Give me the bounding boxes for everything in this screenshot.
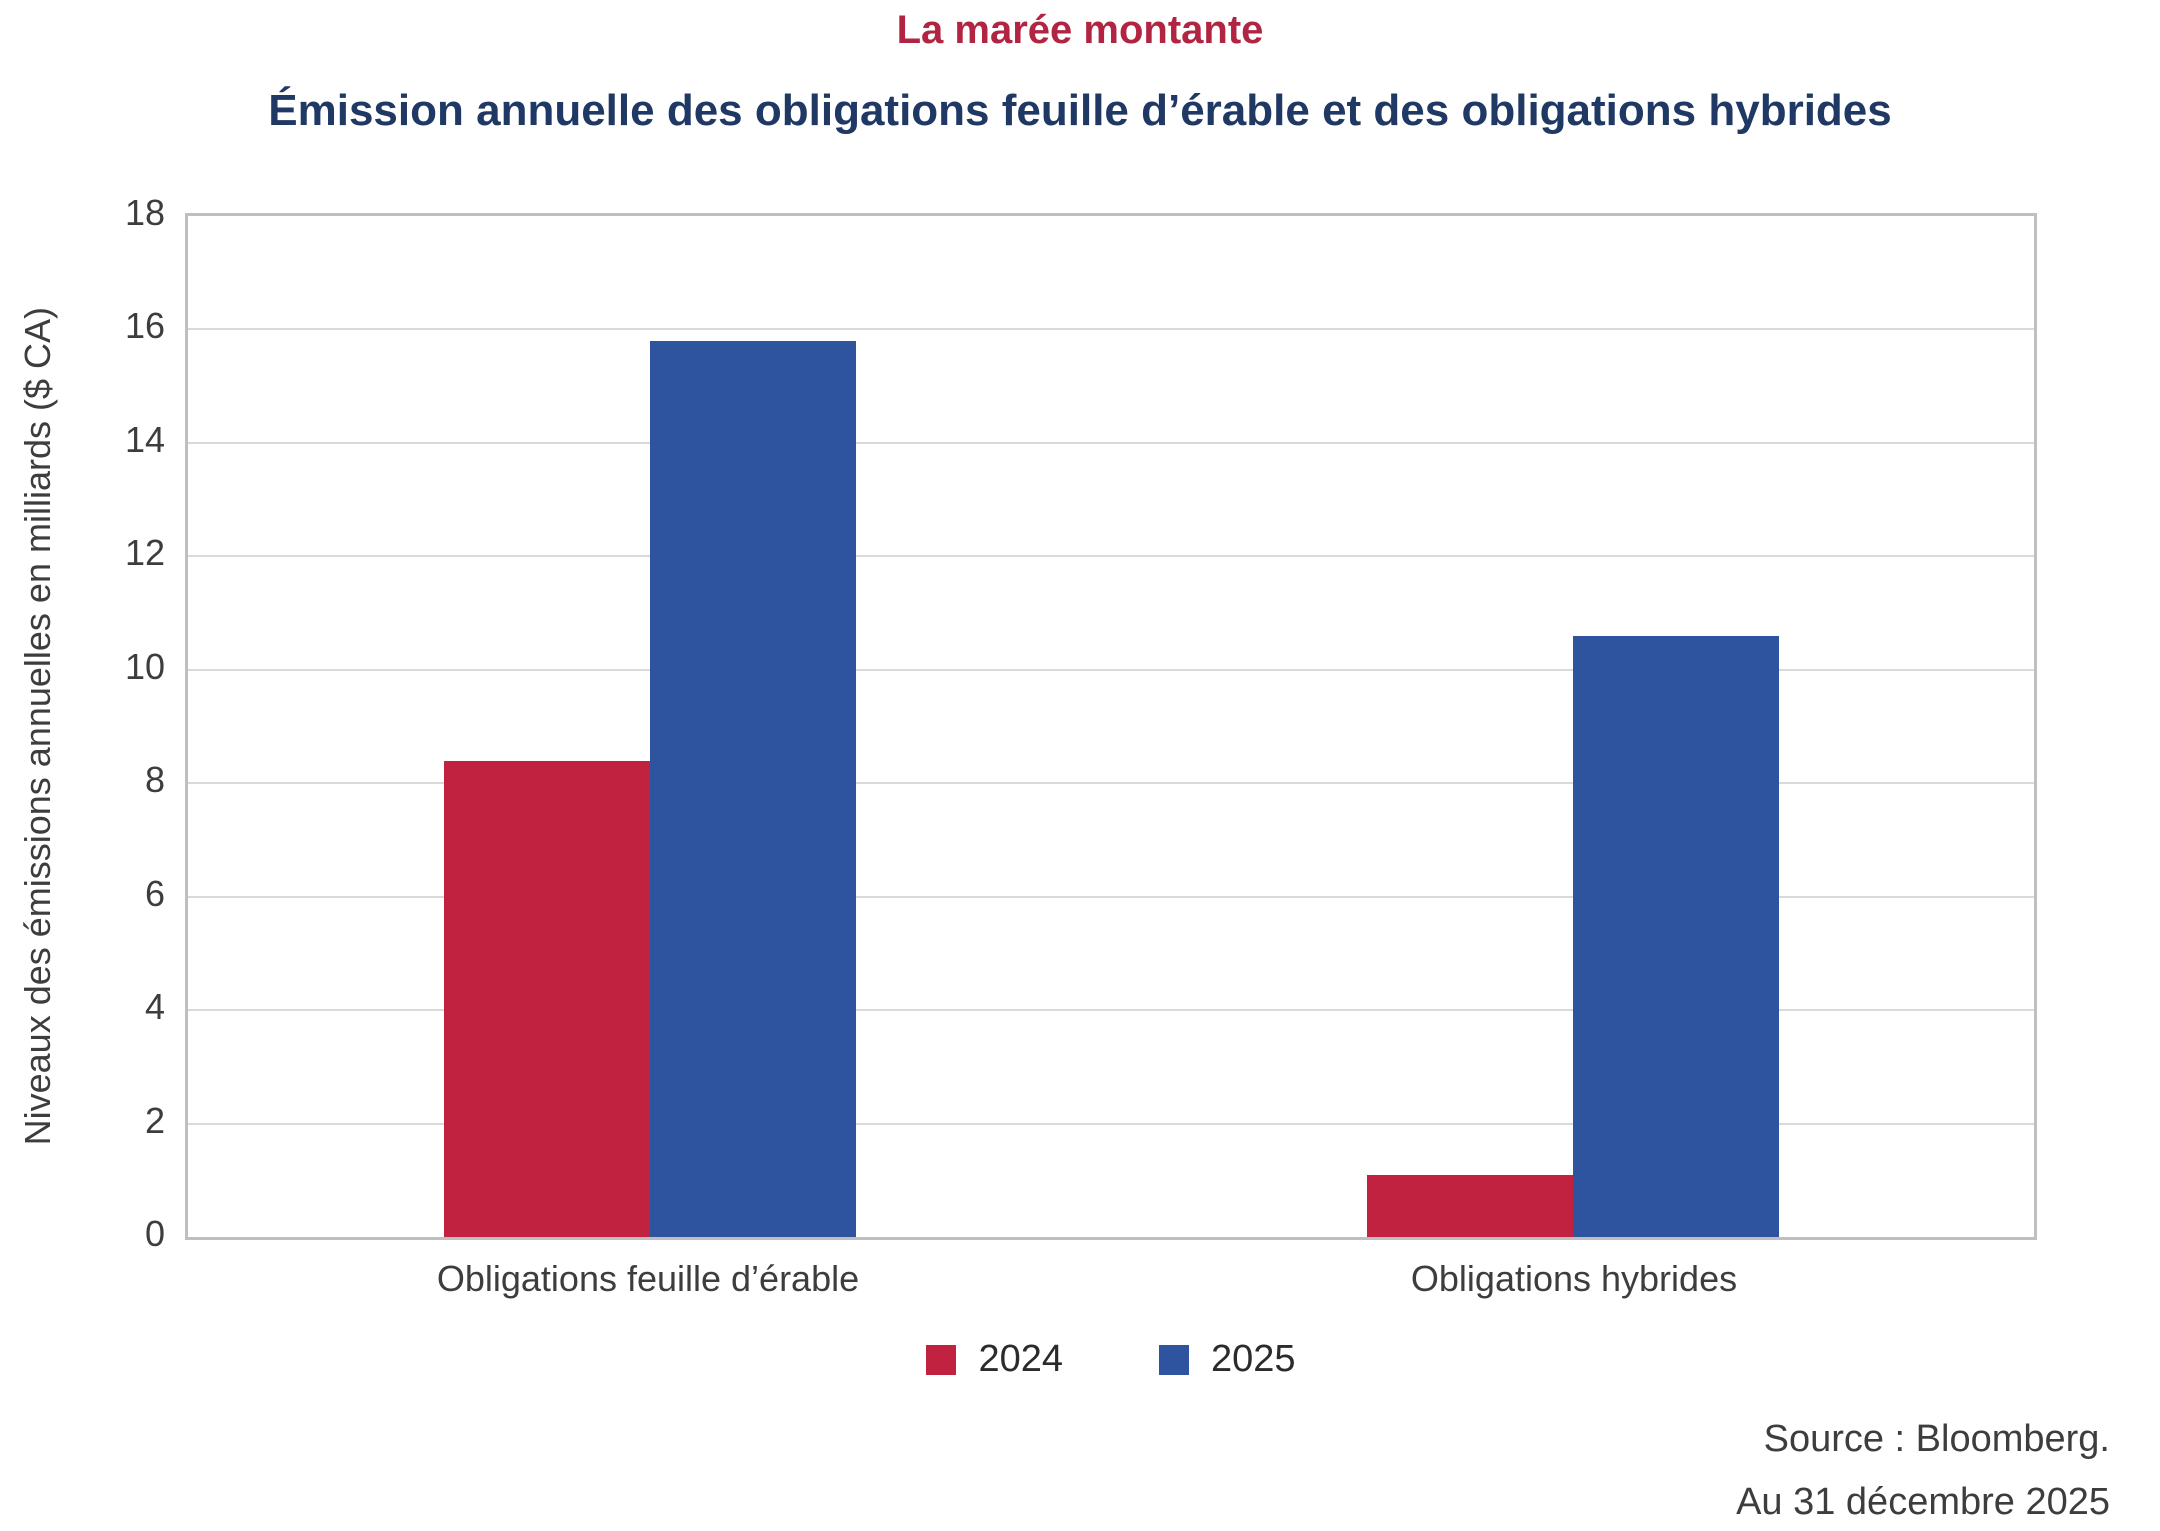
bar-group xyxy=(1111,635,2034,1237)
gridline xyxy=(188,555,2034,558)
bar-2024-2 xyxy=(1366,1174,1573,1237)
bar-2025-1 xyxy=(649,340,856,1237)
legend-item-2024: 2024 xyxy=(926,1338,1063,1381)
legend: 2024 2025 xyxy=(185,1338,2037,1381)
gridline xyxy=(188,441,2034,444)
source-block: Source : Bloomberg. Au 31 décembre 2025 xyxy=(910,1408,2110,1531)
y-axis-ticks: 0 2 4 6 8 10 12 14 16 18 xyxy=(0,192,165,1254)
x-axis-labels: Obligations feuille d’érable Obligations … xyxy=(185,1258,2037,1300)
category-label: Obligations feuille d’érable xyxy=(436,1258,860,1299)
chart-title: La marée montante xyxy=(896,8,1264,52)
y-tick-label: 6 xyxy=(144,872,165,914)
bar-2024-1 xyxy=(443,760,650,1237)
bar-2025-2 xyxy=(1572,635,1779,1237)
bar-group xyxy=(188,340,1111,1237)
source-text: Source : Bloomberg. xyxy=(1763,1418,2110,1460)
chart-subtitle: Émission annuelle des obligations feuill… xyxy=(268,86,1892,135)
y-tick-label: 0 xyxy=(144,1213,165,1254)
legend-item-2025: 2025 xyxy=(1159,1338,1296,1381)
legend-swatch-icon xyxy=(926,1344,957,1375)
gridline xyxy=(188,782,2034,785)
gridline xyxy=(188,668,2034,671)
plot-area xyxy=(185,213,2037,1240)
y-tick-label: 2 xyxy=(144,1099,165,1141)
legend-swatch-icon xyxy=(1159,1344,1189,1375)
gridline xyxy=(188,328,2034,331)
as-of-date-text: Au 31 décembre 2025 xyxy=(1736,1480,2110,1523)
legend-label: 2025 xyxy=(1211,1338,1296,1380)
y-tick-label: 14 xyxy=(124,418,165,460)
gridline xyxy=(188,895,2034,898)
y-tick-label: 18 xyxy=(124,192,165,233)
gridline xyxy=(188,1009,2034,1012)
y-tick-label: 16 xyxy=(124,305,165,347)
y-tick-label: 10 xyxy=(124,645,165,687)
y-tick-label: 4 xyxy=(144,986,165,1028)
gridline xyxy=(188,1122,2034,1125)
category-label: Obligations hybrides xyxy=(1410,1258,1738,1299)
y-tick-label: 12 xyxy=(124,532,165,574)
y-tick-label: 8 xyxy=(144,759,165,801)
legend-label: 2024 xyxy=(978,1338,1063,1380)
